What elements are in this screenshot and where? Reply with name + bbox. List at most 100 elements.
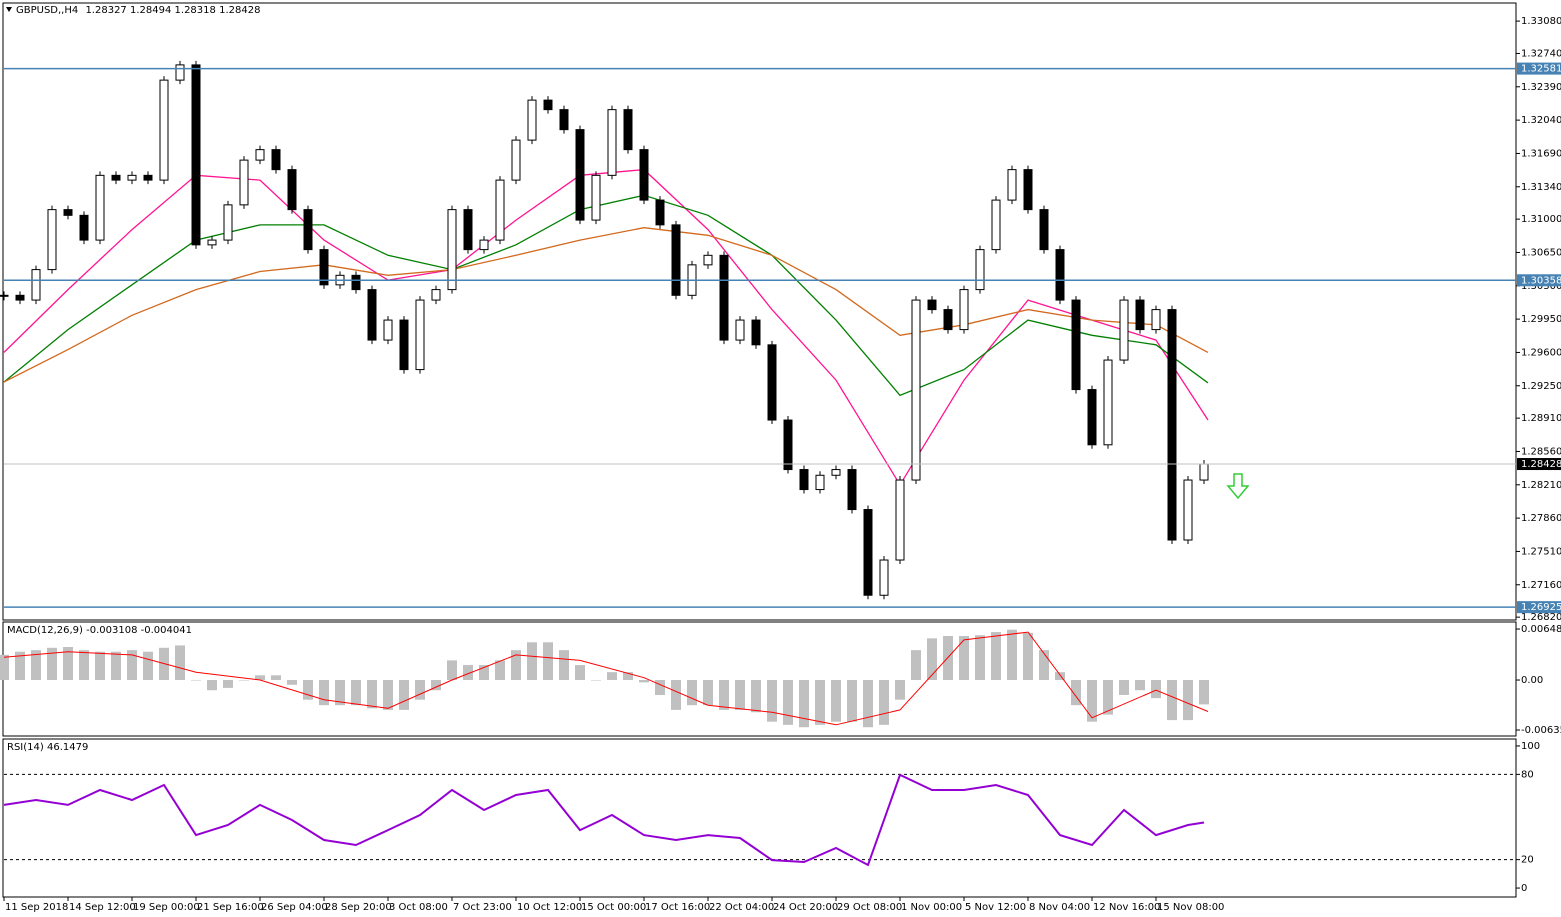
macd-bar [1055,672,1065,681]
macd-bar [959,635,969,681]
candle [447,209,457,291]
macd-bar [1199,680,1209,705]
macd-bar [719,680,729,710]
moving-average [3,168,1209,487]
candle [143,174,153,181]
level-label: 1.30358 [1521,275,1561,286]
candle [591,174,601,221]
y-tick-label: 1.32740 [1521,48,1561,59]
macd-bar [975,635,985,681]
y-tick-label: 1.30650 [1521,247,1561,258]
sell-arrow [1226,473,1250,500]
candle [879,559,889,596]
candle [1087,389,1097,446]
y-tick-label: 100 [1521,741,1540,752]
candle [1023,169,1033,211]
candle [511,139,521,181]
macd-main: -0.003108 [86,625,137,636]
candle [735,319,745,341]
candle [1119,299,1129,361]
level-label: 1.26925 [1521,602,1561,613]
candle [815,474,825,491]
candle [95,174,105,241]
macd-bar [879,680,889,725]
macd-bar [95,651,105,681]
x-tick-label: 28 Sep 20:00 [325,902,392,913]
x-tick-label: 15 Oct 00:00 [581,902,646,913]
macd-header: MACD(12,26,9) -0.003108 -0.004041 [7,625,192,636]
x-tick-label: 29 Oct 08:00 [837,902,902,913]
macd-bar [511,650,521,681]
macd-bar [383,680,393,710]
candle [479,239,489,251]
level-label-box [1517,274,1561,287]
y-tick-label: 1.28910 [1521,413,1561,424]
candle [495,179,505,241]
level-label-box [1517,601,1561,614]
macd-bar [703,680,713,706]
macd-bar [655,680,665,695]
candle [783,419,793,471]
macd-bar [431,680,441,691]
macd-bar [239,680,249,681]
candle [239,159,249,206]
candle [111,174,121,181]
macd-title: MACD(12,26,9) [7,625,83,636]
macd-bar [575,665,585,681]
macd-bar [207,680,217,691]
macd-bar [831,680,841,722]
macd-bar [1167,680,1177,721]
macd-bar [591,680,601,681]
macd-bar [191,680,201,681]
x-tick-label: 24 Oct 20:00 [773,902,838,913]
macd-bar [127,650,137,681]
rsi-value: 46.1479 [47,742,88,753]
macd-bar [303,680,313,700]
bid-label: 1.28428 [1521,459,1561,470]
macd-bar [223,680,233,688]
macd-bar [1119,680,1129,695]
macd-bar [1023,632,1033,681]
macd-signal-line [3,631,1209,726]
macd-bar [463,665,473,681]
candle [191,64,201,246]
candle [1151,309,1161,331]
candle [847,469,857,511]
candle [463,209,473,251]
rsi-pane [2,738,1517,898]
macd-bar [783,680,793,725]
rsi-line [3,773,1205,867]
macd-bar [495,660,505,681]
candle [575,129,585,221]
x-tick-label: 10 Oct 12:00 [517,902,582,913]
candle [207,239,217,246]
candle [383,319,393,341]
y-tick-label: 1.31340 [1521,182,1561,193]
y-tick-label: 1.30300 [1521,281,1561,292]
candle [47,209,57,271]
moving-average [3,227,1209,383]
candle [431,289,441,301]
candle [799,469,809,491]
macd-bar [863,680,873,728]
macd-bar [927,638,937,681]
candle [751,319,761,346]
rsi-title: RSI(14) [7,742,44,753]
candle [159,79,169,181]
macd-bar [447,660,457,681]
candle [367,289,377,341]
candle [623,109,633,151]
level-label-box [1517,62,1561,75]
x-tick-label: 3 Oct 08:00 [389,902,448,913]
macd-bar [911,650,921,681]
candle [527,99,537,141]
candle [63,209,73,216]
macd-bar [623,672,633,681]
candle [1135,299,1145,331]
candle [1007,169,1017,201]
candle [415,299,425,371]
bid-label-box [1517,458,1561,471]
macd-bar [1039,650,1049,681]
